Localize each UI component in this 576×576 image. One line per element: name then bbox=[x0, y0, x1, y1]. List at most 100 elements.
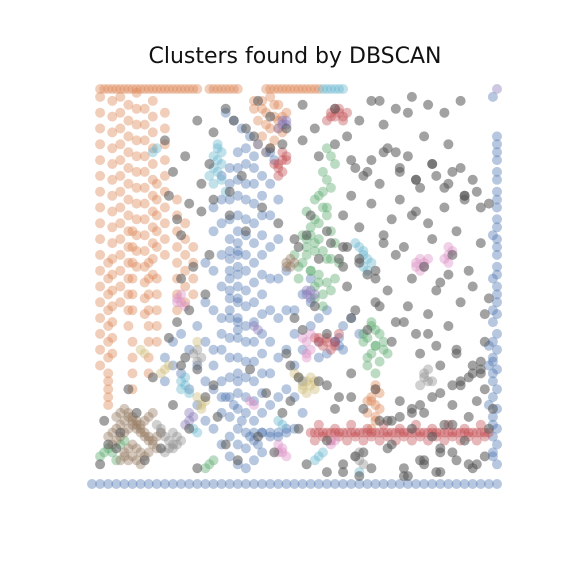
scatter-point-green bbox=[305, 265, 316, 276]
scatter-point-orange bbox=[107, 127, 118, 138]
scatter-point-orange bbox=[253, 139, 263, 150]
scatter-point-orange bbox=[277, 84, 288, 94]
scatter-point-pink bbox=[245, 396, 255, 407]
scatter-point-orange bbox=[123, 242, 134, 252]
scatter-point-blue bbox=[192, 479, 203, 489]
scatter-point-orange bbox=[151, 273, 162, 284]
scatter-point-orange bbox=[115, 123, 126, 134]
scatter-point-brown bbox=[147, 435, 158, 446]
scatter-point-noise bbox=[402, 151, 413, 162]
scatter-point-blue bbox=[87, 479, 97, 489]
scatter-point-orange bbox=[95, 155, 106, 166]
scatter-point-brown bbox=[115, 455, 126, 466]
scatter-point-blue bbox=[224, 234, 235, 245]
scatter-point-noise bbox=[313, 253, 324, 264]
scatter-point-orange bbox=[95, 313, 106, 324]
scatter-point-blue bbox=[257, 210, 268, 221]
scatter-point-orange bbox=[143, 84, 154, 94]
scatter-point-orange bbox=[103, 257, 114, 268]
scatter-point-blue bbox=[208, 202, 219, 213]
scatter-point-orange bbox=[127, 242, 138, 252]
scatter-point-orange bbox=[366, 396, 377, 407]
scatter-point-noise bbox=[447, 166, 458, 177]
scatter-point-brown bbox=[107, 427, 118, 438]
scatter-point-blue bbox=[224, 305, 235, 316]
scatter-point-orange bbox=[374, 403, 385, 414]
scatter-point-orange bbox=[188, 289, 199, 300]
scatter-point-orange bbox=[103, 392, 114, 403]
scatter-point-noise bbox=[131, 407, 142, 418]
scatter-point-red bbox=[309, 435, 320, 446]
scatter-point-green bbox=[362, 360, 373, 371]
scatter-point-noise bbox=[398, 242, 409, 252]
scatter-point-blue bbox=[208, 423, 219, 434]
scatter-point-blue bbox=[253, 439, 263, 450]
scatter-point-cyan bbox=[208, 151, 219, 162]
scatter-point-noise bbox=[447, 447, 458, 458]
scatter-point-noise bbox=[394, 194, 405, 205]
scatter-point-orange bbox=[151, 336, 162, 347]
scatter-point-red bbox=[305, 427, 316, 438]
scatter-point-green bbox=[317, 289, 328, 300]
scatter-point-red bbox=[309, 332, 320, 343]
scatter-point-red bbox=[475, 419, 486, 430]
scatter-point-red bbox=[330, 111, 340, 122]
scatter-point-noise bbox=[338, 210, 349, 221]
scatter-point-orange bbox=[277, 111, 288, 122]
scatter-point-cyan bbox=[325, 84, 336, 94]
scatter-point-noise bbox=[184, 305, 195, 316]
scatter-point-red bbox=[313, 427, 324, 438]
scatter-point-red bbox=[313, 336, 324, 347]
scatter-point-blue bbox=[249, 415, 259, 426]
scatter-point-noise bbox=[483, 198, 494, 209]
scatter-point-cyan bbox=[184, 388, 195, 399]
scatter-point-blue bbox=[240, 336, 251, 347]
scatter-point-olive bbox=[159, 364, 170, 375]
scatter-point-blue bbox=[216, 328, 227, 339]
scatter-point-noise bbox=[180, 352, 191, 363]
scatter-point-cyan bbox=[151, 143, 162, 154]
scatter-point-noise bbox=[261, 388, 272, 399]
scatter-point-blue bbox=[257, 447, 268, 458]
scatter-point-blue bbox=[224, 273, 235, 284]
scatter-point-blue bbox=[492, 166, 502, 177]
scatter-point-orange bbox=[115, 91, 126, 102]
scatter-point-blue bbox=[216, 218, 227, 229]
scatter-point-blue bbox=[228, 400, 239, 410]
scatter-point-noise bbox=[443, 269, 454, 280]
scatter-point-blue bbox=[487, 411, 498, 422]
scatter-point-blue bbox=[232, 317, 243, 328]
scatter-point-blue bbox=[492, 147, 502, 158]
scatter-point-blue bbox=[240, 321, 251, 331]
scatter-point-olive bbox=[163, 360, 174, 371]
scatter-point-olive bbox=[192, 336, 203, 347]
scatter-point-noise bbox=[95, 459, 106, 470]
scatter-point-green bbox=[374, 356, 385, 367]
scatter-point-red bbox=[325, 427, 336, 438]
scatter-point-noise bbox=[172, 214, 183, 225]
scatter-point-brown bbox=[127, 419, 138, 430]
scatter-point-red bbox=[321, 427, 332, 438]
scatter-point-blue bbox=[362, 479, 373, 489]
scatter-point-cyan bbox=[358, 246, 369, 256]
scatter-point-gray bbox=[176, 435, 187, 446]
scatter-point-orange bbox=[127, 352, 138, 363]
scatter-point-noise bbox=[419, 131, 430, 142]
scatter-point-noise bbox=[265, 143, 276, 154]
scatter-point-brown bbox=[111, 435, 122, 446]
scatter-point-blue bbox=[297, 289, 308, 300]
scatter-point-red bbox=[475, 427, 486, 438]
scatter-point-noise bbox=[467, 360, 478, 371]
scatter-point-orange bbox=[123, 84, 134, 94]
scatter-point-blue bbox=[487, 376, 498, 387]
scatter-point-green bbox=[317, 166, 328, 177]
scatter-point-orange bbox=[95, 123, 106, 134]
scatter-point-noise bbox=[163, 332, 174, 343]
scatter-point-red bbox=[415, 431, 426, 442]
scatter-point-orange bbox=[147, 174, 158, 185]
scatter-point-brown bbox=[119, 415, 130, 426]
scatter-point-blue bbox=[232, 439, 243, 450]
scatter-point-purple bbox=[305, 285, 316, 296]
scatter-point-orange bbox=[163, 84, 174, 94]
scatter-point-orange bbox=[172, 84, 183, 94]
